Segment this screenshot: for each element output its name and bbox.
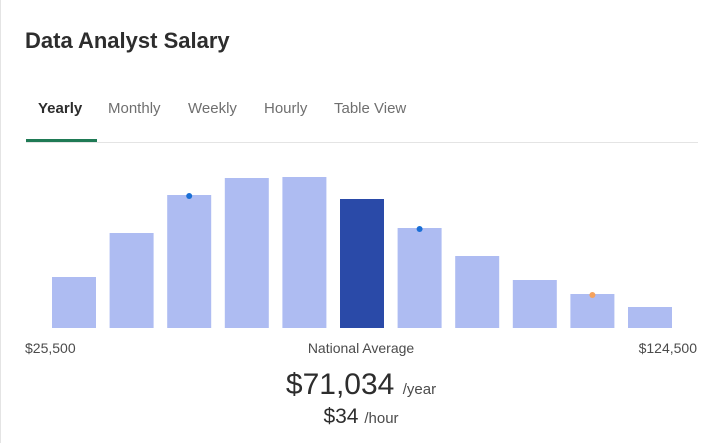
bar	[224, 178, 269, 328]
hourly-average: $34 /hour	[1, 405, 720, 429]
bar-marker	[186, 193, 193, 199]
hourly-unit: /hour	[364, 410, 399, 427]
tab[interactable]: Yearly	[38, 100, 83, 117]
tab[interactable]: Monthly	[108, 100, 161, 117]
divider	[26, 142, 698, 143]
bar-marker	[416, 226, 423, 232]
yearly-average: $71,034 /year	[1, 368, 720, 402]
center-label: National Average	[307, 340, 415, 356]
bar	[52, 277, 96, 328]
bar	[109, 233, 154, 328]
bar	[397, 228, 442, 328]
active-tab-indicator	[26, 139, 97, 142]
bar	[340, 199, 384, 328]
tab[interactable]: Table View	[334, 100, 407, 117]
tab[interactable]: Hourly	[264, 100, 308, 117]
bar	[167, 195, 212, 328]
bar	[282, 177, 327, 328]
bar	[455, 256, 500, 328]
yearly-value: $71,034	[285, 368, 395, 401]
yearly-unit: /year	[402, 381, 437, 398]
tab[interactable]: Weekly	[188, 100, 237, 117]
bar	[570, 294, 615, 328]
bar	[512, 280, 557, 328]
bar	[628, 307, 672, 328]
x-min-label: $25,500	[25, 340, 76, 356]
bar-marker	[589, 292, 596, 298]
x-max-label: $124,500	[638, 340, 697, 356]
hourly-value: $34	[323, 405, 359, 428]
title: Data Analyst Salary	[25, 28, 230, 53]
